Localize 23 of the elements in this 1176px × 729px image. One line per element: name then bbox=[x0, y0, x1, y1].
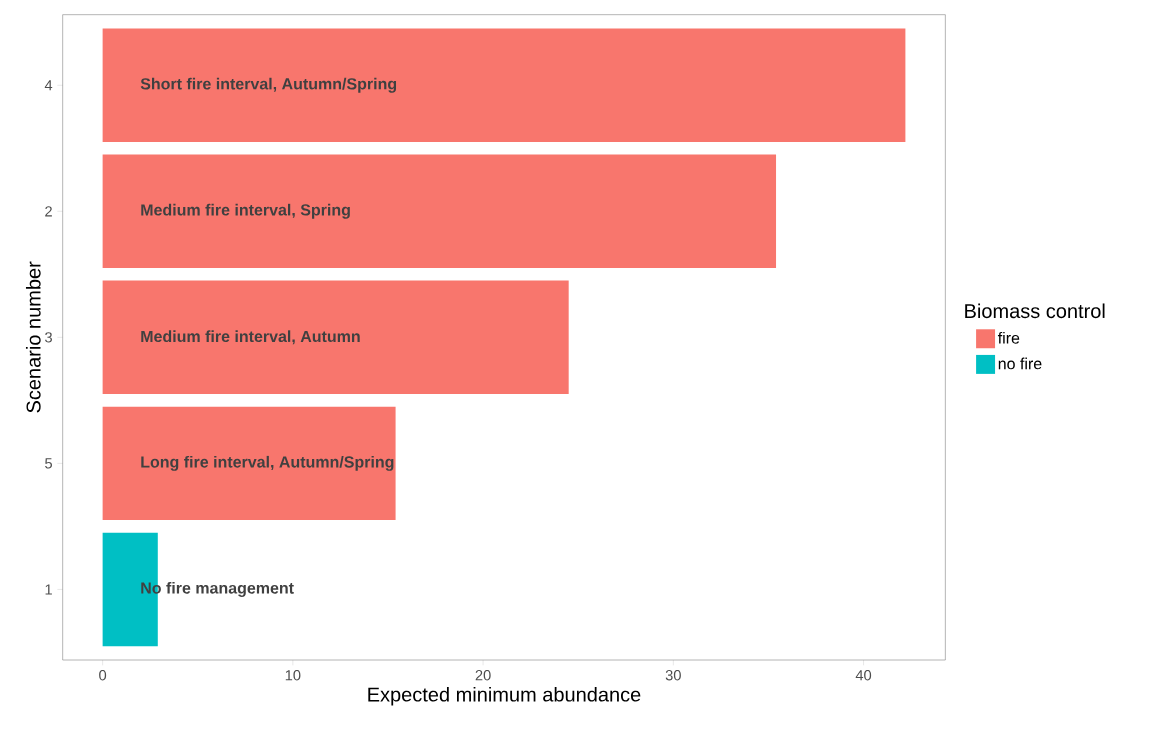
y-tick-label: 3 bbox=[45, 332, 52, 343]
y-tick-label: 1 bbox=[45, 584, 52, 595]
bar bbox=[102, 28, 906, 142]
x-tick-label: 40 bbox=[855, 669, 872, 681]
annotation: Short fire interval, Autumn/Spring bbox=[140, 77, 397, 93]
y-tick-label: 2 bbox=[45, 206, 52, 217]
x-tick-label: 0 bbox=[99, 669, 107, 681]
legend-label: no fire bbox=[998, 357, 1042, 370]
bar bbox=[102, 406, 396, 520]
annotation: Medium fire interval, Spring bbox=[141, 203, 350, 219]
annotation: Medium fire interval, Autumn bbox=[141, 330, 360, 345]
x-axis-title: Expected minimum abundance bbox=[368, 686, 641, 706]
x-tick-label: 20 bbox=[475, 669, 491, 681]
y-axis-title: Scenario number bbox=[25, 261, 41, 413]
x-tick-label: 10 bbox=[285, 669, 301, 681]
legend-title: Biomass control bbox=[965, 303, 1105, 318]
bar bbox=[102, 280, 569, 394]
annotation: Long fire interval, Autumn/Spring bbox=[141, 455, 394, 471]
x-tick-label: 30 bbox=[665, 669, 681, 681]
y-tick-label: 5 bbox=[45, 458, 52, 469]
bar bbox=[102, 154, 777, 268]
y-tick-label: 4 bbox=[44, 80, 53, 91]
legend-label: fire bbox=[997, 331, 1020, 344]
